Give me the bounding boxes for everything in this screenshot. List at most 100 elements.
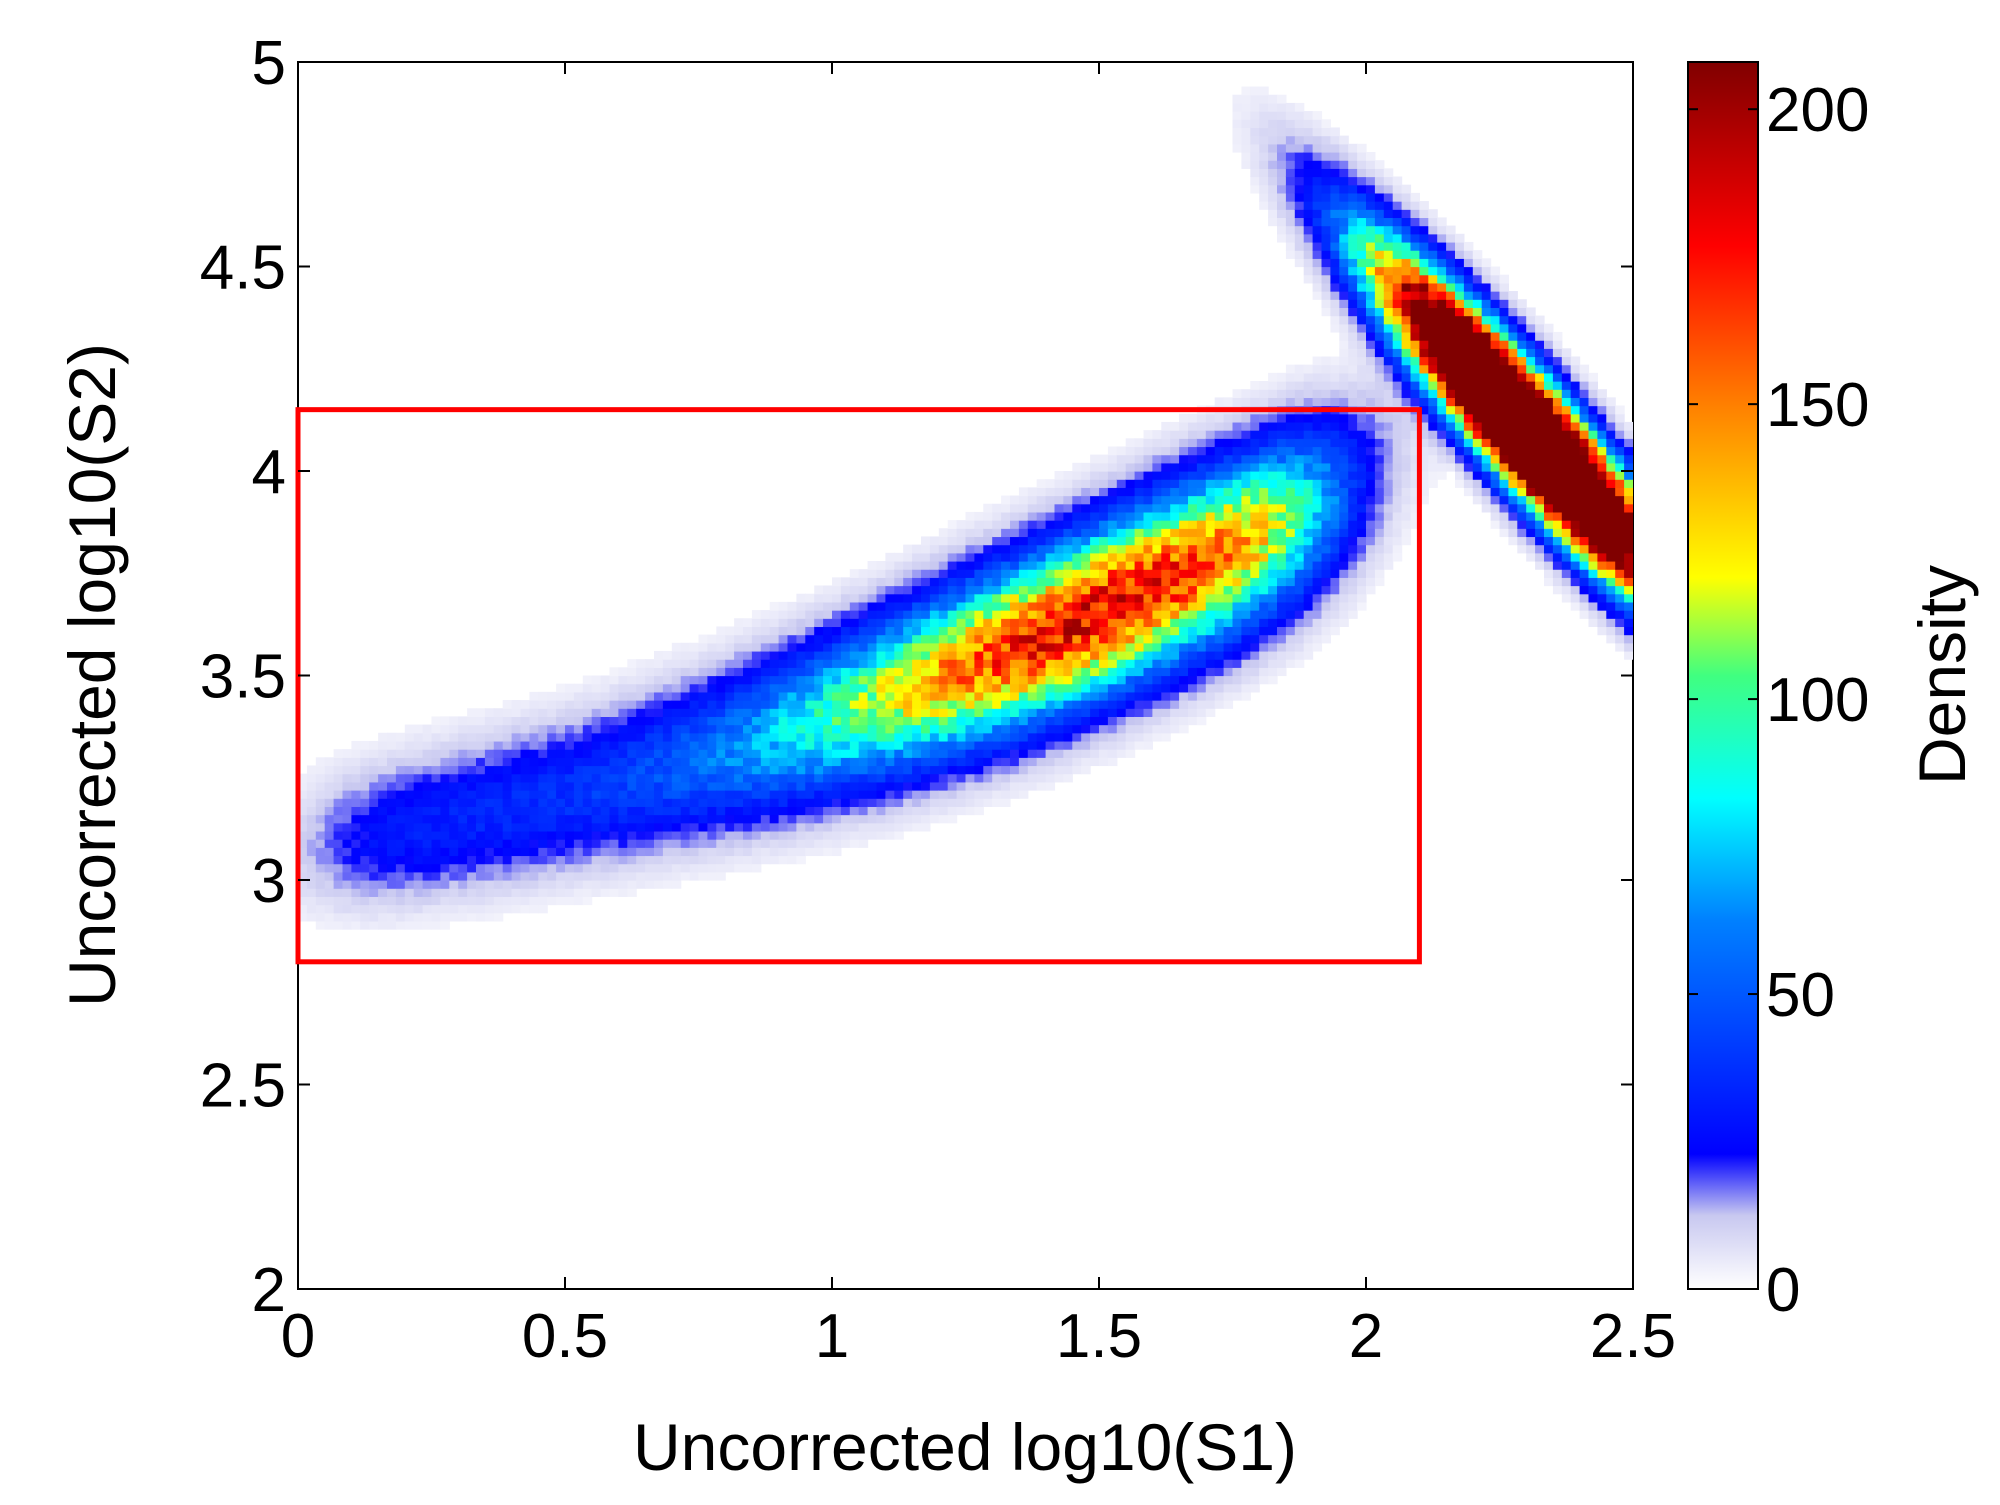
density-cell <box>751 781 762 791</box>
density-cell <box>1072 659 1082 668</box>
density-cell <box>1232 94 1242 104</box>
density-cell <box>805 650 815 660</box>
density-cell <box>440 798 450 807</box>
density-cell <box>1125 487 1136 497</box>
density-cell <box>1490 421 1501 431</box>
density-cell <box>458 912 468 922</box>
density-cell <box>476 880 486 889</box>
density-cell <box>1366 356 1376 366</box>
density-cell <box>476 716 486 726</box>
density-cell <box>796 724 806 734</box>
density-cell <box>1579 536 1590 546</box>
density-cell <box>876 675 886 685</box>
density-cell <box>796 781 806 791</box>
density-cell <box>921 585 931 595</box>
density-cell <box>814 691 824 701</box>
density-cell <box>1437 217 1447 227</box>
density-cell <box>600 888 611 897</box>
density-cell <box>671 659 682 668</box>
density-cell <box>1303 626 1314 636</box>
density-cell <box>1294 593 1305 603</box>
density-cell <box>395 757 406 767</box>
density-cell <box>1570 585 1581 595</box>
density-cell <box>1561 503 1572 513</box>
density-cell <box>1214 601 1225 611</box>
density-cell <box>1241 577 1251 587</box>
density-cell <box>1107 732 1118 742</box>
density-cell <box>1303 650 1314 660</box>
density-cell <box>1544 331 1554 341</box>
density-cell <box>493 740 504 750</box>
density-cell <box>1348 233 1358 243</box>
density-cell <box>1472 266 1483 276</box>
density-cell <box>751 740 762 750</box>
density-cell <box>431 814 441 824</box>
density-cell <box>814 585 824 595</box>
density-cell <box>1374 577 1385 587</box>
density-cell <box>1081 536 1091 546</box>
density-cell <box>662 863 673 873</box>
density-cell <box>449 781 459 791</box>
density-cell <box>787 790 797 799</box>
density-cell <box>814 749 824 758</box>
density-cell <box>502 830 513 840</box>
density-cell <box>1268 462 1278 472</box>
density-cell <box>938 536 949 546</box>
density-cell <box>1134 667 1145 677</box>
density-cell <box>1339 618 1349 628</box>
density-cell <box>1241 397 1251 407</box>
density-cell <box>751 650 762 660</box>
density-cell <box>1241 560 1251 570</box>
density-cell <box>1410 217 1420 227</box>
density-cell <box>1455 340 1465 349</box>
density-cell <box>671 822 682 832</box>
density-cell <box>1374 381 1385 390</box>
density-cell <box>965 634 975 644</box>
density-cell <box>1348 389 1358 398</box>
density-cell <box>1321 520 1331 529</box>
density-cell <box>1339 340 1349 349</box>
density-cell <box>582 814 593 824</box>
density-cell <box>1161 569 1171 578</box>
density-cell <box>1481 340 1492 349</box>
density-cell <box>378 880 388 889</box>
density-cell <box>538 880 548 889</box>
density-cell <box>1125 700 1136 709</box>
density-cell <box>1490 454 1501 464</box>
density-cell <box>1152 659 1162 668</box>
density-cell <box>707 642 717 652</box>
density-cell <box>1045 683 1056 693</box>
density-cell <box>1241 160 1251 169</box>
density-cell <box>1366 372 1376 382</box>
density-cell <box>1125 454 1136 464</box>
density-cell <box>1517 454 1527 464</box>
density-cell <box>707 740 717 750</box>
density-cell <box>591 781 602 791</box>
density-cell <box>1063 716 1073 726</box>
density-cell <box>778 708 789 717</box>
density-cell <box>1526 307 1536 317</box>
density-cell <box>440 740 450 750</box>
density-cell <box>1170 438 1180 448</box>
density-cell <box>1134 487 1145 497</box>
density-cell <box>974 626 984 636</box>
density-cell <box>796 626 806 636</box>
density-cell <box>1428 217 1438 227</box>
density-cell <box>858 740 869 750</box>
density-cell <box>511 814 522 824</box>
density-cell <box>1090 544 1100 554</box>
density-cell <box>1303 446 1314 456</box>
density-cell <box>1330 307 1340 317</box>
density-cell <box>351 888 361 897</box>
density-cell <box>1321 626 1331 636</box>
density-cell <box>538 749 548 758</box>
density-cell <box>1552 364 1563 374</box>
density-cell <box>404 798 415 807</box>
density-cell <box>1268 217 1278 227</box>
density-cell <box>1285 389 1296 398</box>
density-cell <box>1045 560 1056 570</box>
density-cell <box>1001 577 1011 587</box>
density-cell <box>1383 528 1394 538</box>
density-cell <box>387 740 397 750</box>
density-cell <box>502 863 513 873</box>
